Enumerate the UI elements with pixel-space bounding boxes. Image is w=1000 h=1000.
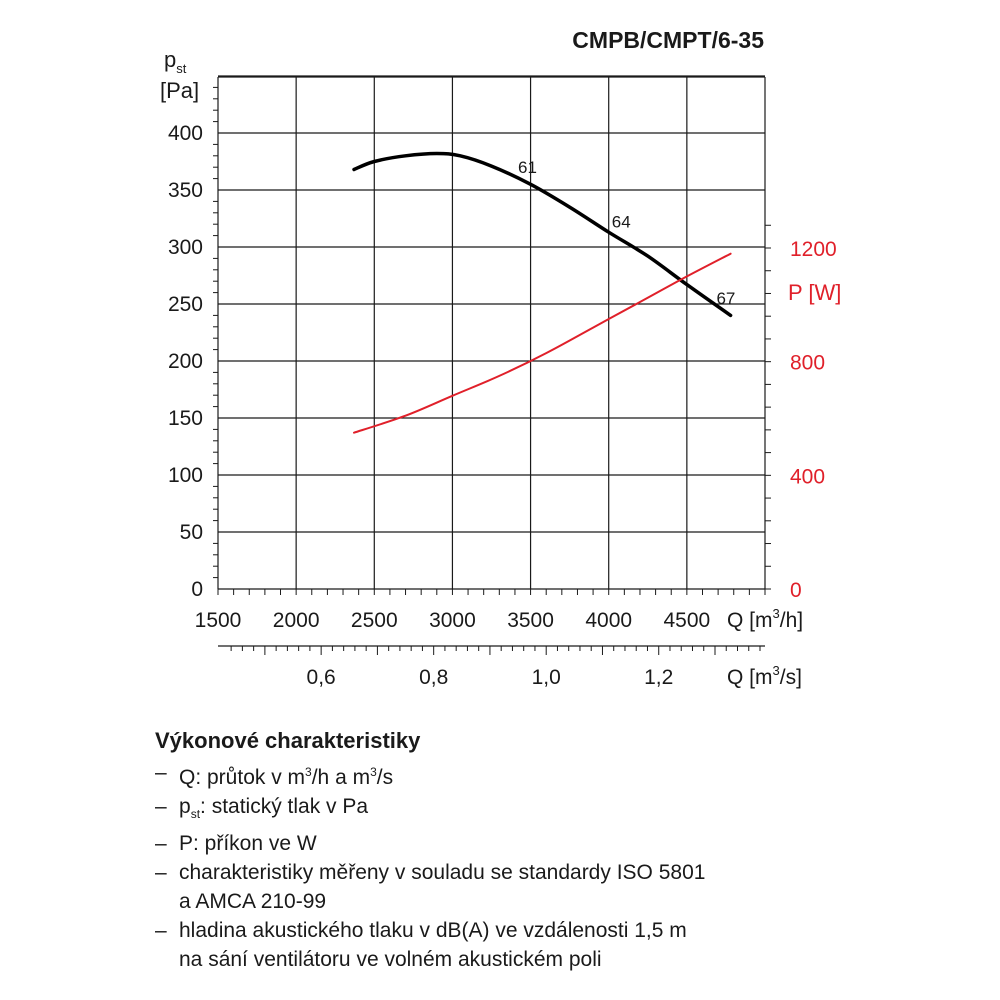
legend-text: P: příkon ve W xyxy=(179,832,317,856)
legend-dash: – xyxy=(155,761,167,784)
y-left-label-unit: [Pa] xyxy=(160,78,199,103)
legend-title: Výkonové charakteristiky xyxy=(155,728,421,753)
x-top-tick-label: 1500 xyxy=(195,609,242,632)
y-left-tick-label: 300 xyxy=(168,236,203,259)
x-bottom-tick-label: 1,0 xyxy=(532,666,561,689)
legend-continuation: a AMCA 210-99 xyxy=(179,890,327,914)
legend-text: : statický tlak v Pa xyxy=(200,795,369,818)
y-left-tick-label: 400 xyxy=(168,122,203,145)
legend-dash: – xyxy=(155,795,167,818)
legend-dash: – xyxy=(155,919,167,943)
y-left-tick-label: 100 xyxy=(168,464,203,487)
chart-title: CMPB/CMPT/6-35 xyxy=(572,27,764,53)
y-left-tick-label: 50 xyxy=(180,521,203,544)
y-left-label-symbol: p xyxy=(164,47,176,72)
curve-annotation-label: 64 xyxy=(612,213,631,232)
x-bottom-tick-label: 0,6 xyxy=(307,666,336,689)
axes xyxy=(213,86,771,655)
x-bottom-label: Q [m3/s] xyxy=(727,663,802,689)
x-top-tick-label: 2000 xyxy=(273,609,320,632)
legend-sup: 3 xyxy=(305,765,312,779)
curve-annotation-label: 61 xyxy=(518,158,537,177)
x-top-label-text: Q [m xyxy=(727,609,773,632)
y-right-tick-label: 400 xyxy=(790,465,825,488)
y-left-tick-label: 350 xyxy=(168,179,203,202)
pressure-curve xyxy=(352,151,733,318)
y-right-tick-label: 0 xyxy=(790,579,802,602)
x-top-label-suffix: /h] xyxy=(780,609,803,632)
y-right-tick-label: 1200 xyxy=(790,238,837,261)
y-right-tick-label: 800 xyxy=(790,352,825,375)
x-top-label-sup: 3 xyxy=(773,606,780,621)
legend-item-flow: – Q: průtok v m3/h a m3/s xyxy=(155,758,955,792)
x-bottom-tick-label: 1,2 xyxy=(644,666,673,689)
grid xyxy=(217,75,766,590)
legend-text: /s xyxy=(376,766,394,789)
legend-text: /h a m xyxy=(311,766,371,789)
power-curve xyxy=(353,252,732,434)
x-top-tick-label: 3000 xyxy=(429,609,476,632)
legend-sub: st xyxy=(190,807,201,822)
legend-text: hladina akustického tlaku v dB(A) ve vzd… xyxy=(179,919,687,943)
legend-dash: – xyxy=(155,832,167,856)
y-left-tick-label: 250 xyxy=(168,293,203,316)
y-left-tick-label: 0 xyxy=(191,578,203,601)
x-top-tick-label: 2500 xyxy=(351,609,398,632)
legend-text: p xyxy=(179,795,191,818)
y-left-tick-label: 150 xyxy=(168,407,203,430)
x-bottom-label-text: Q [m xyxy=(727,666,773,689)
x-top-tick-label: 3500 xyxy=(507,609,554,632)
legend-item-power: – P: příkon ve W xyxy=(155,829,955,858)
y-right-label: P [W] xyxy=(788,280,841,305)
x-bottom-label-sup: 3 xyxy=(773,663,780,678)
y-left-label-subscript: st xyxy=(176,61,187,76)
series xyxy=(352,151,733,434)
legend-block: Výkonové charakteristiky – Q: průtok v m… xyxy=(155,728,955,974)
y-left-label: pst xyxy=(164,47,187,76)
x-top-tick-label: 4000 xyxy=(585,609,632,632)
legend-item-pressure: – pst: statický tlak v Pa xyxy=(155,792,955,829)
x-bottom-tick-label: 0,8 xyxy=(419,666,448,689)
y-left-tick-label: 200 xyxy=(168,350,203,373)
legend-continuation: na sání ventilátoru ve volném akustickém… xyxy=(179,948,602,972)
legend-dash: – xyxy=(155,861,167,885)
legend-sup: 3 xyxy=(370,765,377,779)
legend-item-noise: – hladina akustického tlaku v dB(A) ve v… xyxy=(155,916,955,945)
legend-text: charakteristiky měřeny v souladu se stan… xyxy=(179,861,706,885)
curve-annotation-label: 67 xyxy=(716,289,735,308)
x-top-tick-label: 4500 xyxy=(663,609,710,632)
legend-text: Q: průtok v m xyxy=(179,766,306,789)
legend-item-standards: – charakteristiky měřeny v souladu se st… xyxy=(155,858,955,887)
x-bottom-label-suffix: /s] xyxy=(780,666,802,689)
x-top-label: Q [m3/h] xyxy=(727,606,803,632)
